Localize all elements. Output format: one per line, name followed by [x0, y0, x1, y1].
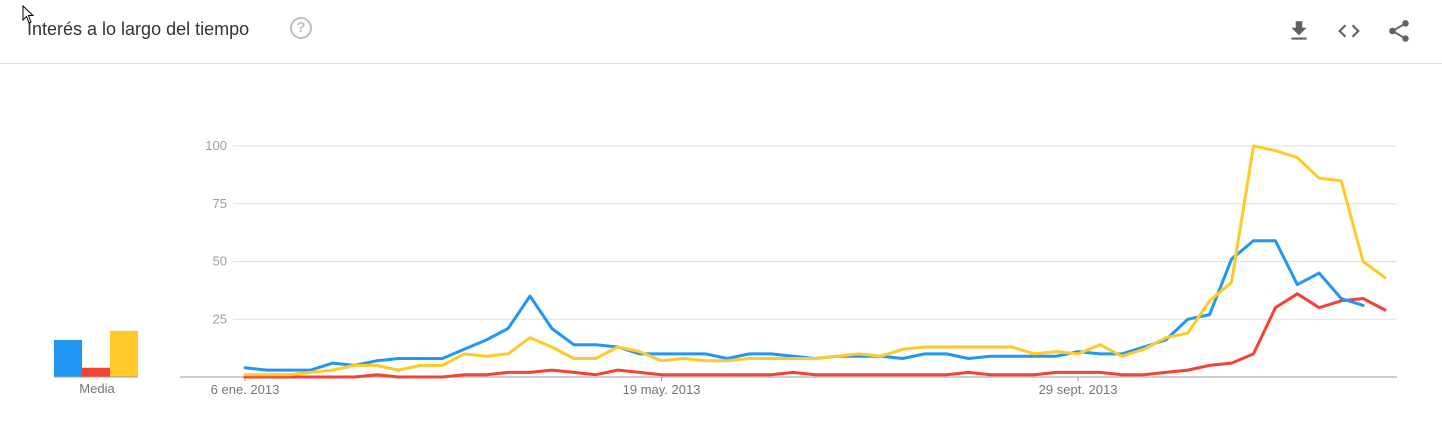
- x-tick-label: 19 may. 2013: [623, 382, 701, 397]
- y-tick-label: 100: [205, 138, 227, 153]
- chart-header: Interés a lo largo del tiempo ?: [0, 0, 1442, 64]
- average-bar-3: [110, 330, 138, 377]
- embed-icon[interactable]: [1336, 18, 1362, 44]
- y-tick-label: 25: [213, 311, 227, 326]
- y-tick-label: 75: [213, 196, 227, 211]
- series-line-3: [243, 144, 1387, 377]
- y-tick-label: 50: [213, 254, 227, 269]
- series-line-1: [243, 239, 1365, 372]
- series-line-2: [243, 292, 1387, 379]
- x-tick-label: 29 sept. 2013: [1039, 382, 1118, 397]
- download-icon[interactable]: [1286, 18, 1312, 44]
- average-bar-1: [54, 340, 82, 377]
- help-icon[interactable]: ?: [290, 17, 312, 39]
- x-tick-label: 6 ene. 2013: [211, 382, 280, 397]
- average-label: Media: [79, 381, 115, 396]
- average-bar-2: [82, 367, 110, 377]
- chart-title: Interés a lo largo del tiempo: [27, 19, 250, 39]
- mouse-cursor-icon: [22, 4, 35, 25]
- share-icon[interactable]: [1386, 18, 1412, 44]
